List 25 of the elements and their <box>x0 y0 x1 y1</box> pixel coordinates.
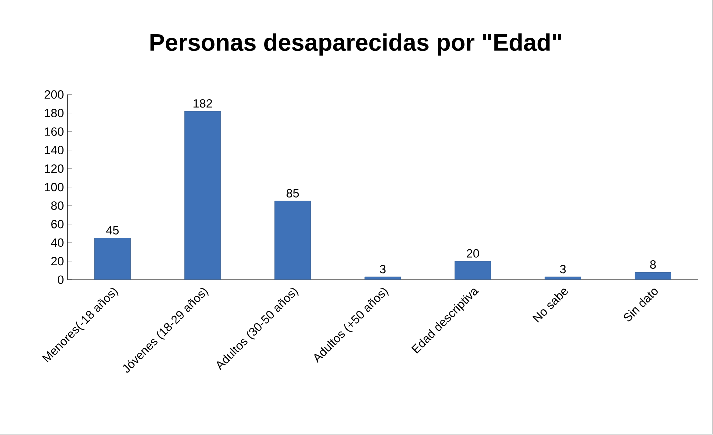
chart-title: Personas desaparecidas por "Edad" <box>150 34 562 56</box>
data-label: 3 <box>560 265 566 274</box>
y-tick-label: 140 <box>45 146 64 155</box>
y-tick-label: 20 <box>52 257 64 266</box>
y-tick-label: 200 <box>44 90 64 100</box>
y-tick-label: 120 <box>45 164 64 174</box>
x-tick-label: Sin dato <box>624 288 658 322</box>
y-tick-label: 0 <box>58 276 64 284</box>
data-label: 45 <box>106 226 119 235</box>
bar <box>94 238 132 280</box>
data-label: 85 <box>286 189 300 198</box>
data-label: 3 <box>380 265 386 274</box>
bar <box>274 201 312 280</box>
data-label: 182 <box>194 100 212 108</box>
bar <box>454 261 492 280</box>
y-tick-label: 180 <box>45 109 64 118</box>
y-tick-label: 160 <box>45 128 64 136</box>
y-tick-label: 60 <box>52 220 64 229</box>
data-label: 8 <box>650 260 656 270</box>
y-tick-label: 100 <box>45 183 64 192</box>
y-tick-label: 80 <box>51 202 64 210</box>
bar <box>184 111 222 280</box>
data-label: 20 <box>467 250 480 258</box>
y-tick-label: 40 <box>51 238 64 248</box>
bar <box>635 272 672 280</box>
